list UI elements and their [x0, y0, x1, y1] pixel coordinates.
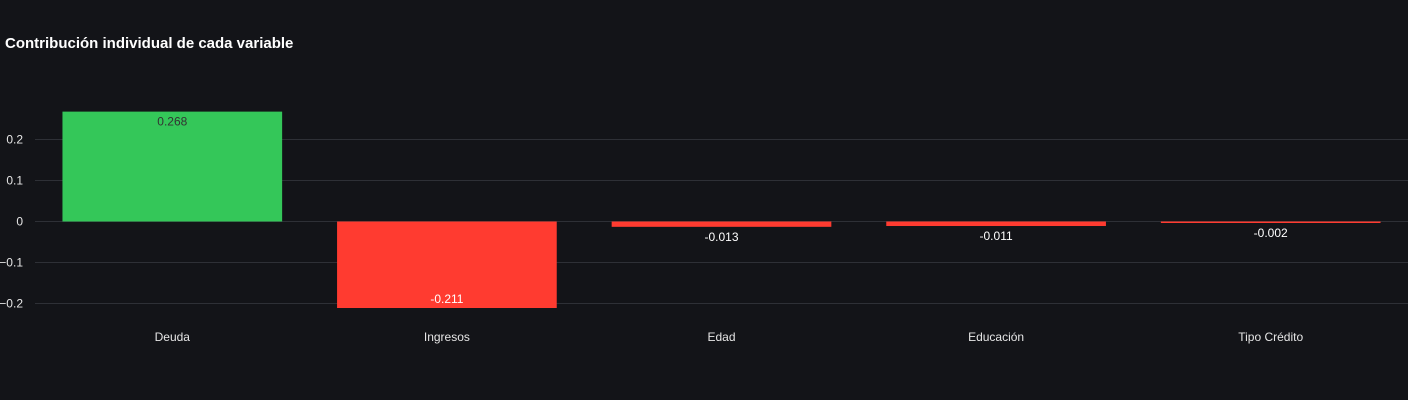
x-tick-label: Deuda: [155, 330, 191, 344]
chart-title: Contribución individual de cada variable: [5, 35, 294, 52]
bar-ingresos[interactable]: [337, 221, 557, 309]
y-tick-label: 0.1: [6, 174, 23, 188]
bar-tipo-crédito[interactable]: [1160, 221, 1381, 224]
x-tick-label: Ingresos: [424, 330, 470, 344]
bar-deuda[interactable]: [62, 111, 283, 222]
y-tick-label: 0.2: [6, 133, 23, 147]
bar-educación[interactable]: [886, 221, 1106, 227]
x-tick-label: Educación: [968, 330, 1024, 344]
bar-value-label: -0.211: [430, 292, 463, 306]
bar-value-label: 0.268: [157, 115, 187, 129]
bar-edad[interactable]: [611, 221, 832, 227]
y-tick-label: −0.1: [0, 256, 23, 270]
y-tick-label: −0.2: [0, 297, 23, 311]
bar-value-label: -0.011: [980, 229, 1013, 243]
x-tick-label: Tipo Crédito: [1238, 330, 1303, 344]
y-tick-label: 0: [16, 215, 23, 229]
x-tick-label: Edad: [707, 330, 735, 344]
bar-value-label: -0.002: [1254, 226, 1288, 240]
bar-value-label: -0.013: [704, 230, 738, 244]
